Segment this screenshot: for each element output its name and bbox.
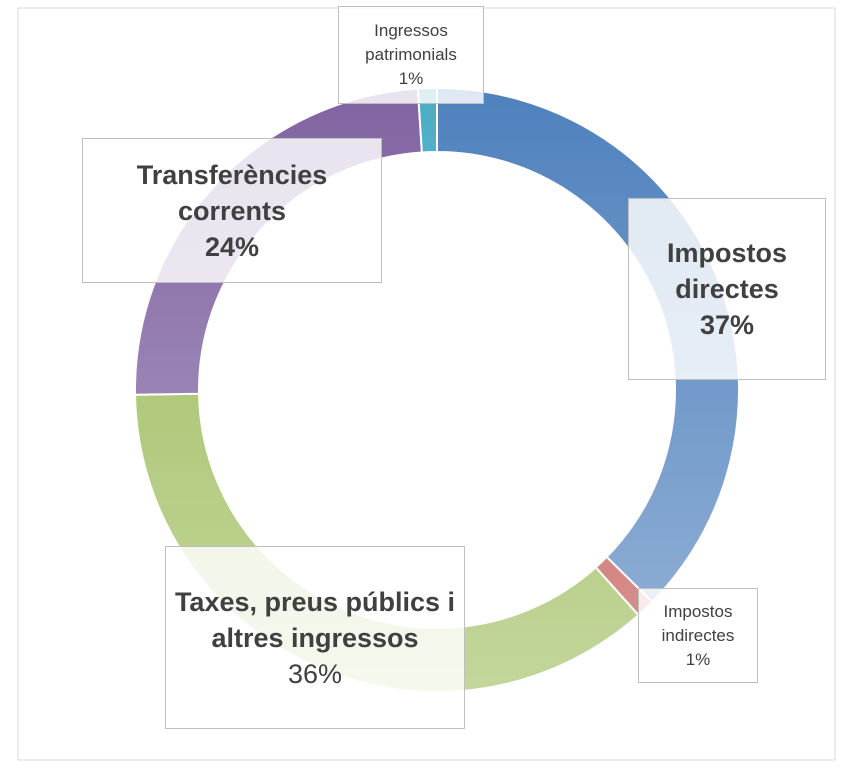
label-value: 1% xyxy=(398,69,424,88)
label-name: Taxes, preus públics i altres ingressos xyxy=(174,586,456,653)
label-value: 1% xyxy=(685,649,711,669)
data-label: Ingressos patrimonials 1% xyxy=(338,6,484,104)
label-value: 37% xyxy=(699,310,755,340)
data-label: Impostos directes 37% xyxy=(628,198,826,380)
label-name: Impostos directes xyxy=(666,238,787,304)
label-name: Impostos indirectes xyxy=(661,601,735,645)
data-label: Impostos indirectes 1% xyxy=(638,588,758,683)
data-label: Taxes, preus públics i altres ingressos 3… xyxy=(165,546,465,729)
label-name: Ingressos patrimonials xyxy=(365,21,457,64)
data-label: Transferències corrents 24% xyxy=(82,138,382,283)
label-name: Transferències corrents xyxy=(136,159,328,226)
label-value: 24% xyxy=(204,231,260,262)
label-value: 36% xyxy=(287,658,343,689)
